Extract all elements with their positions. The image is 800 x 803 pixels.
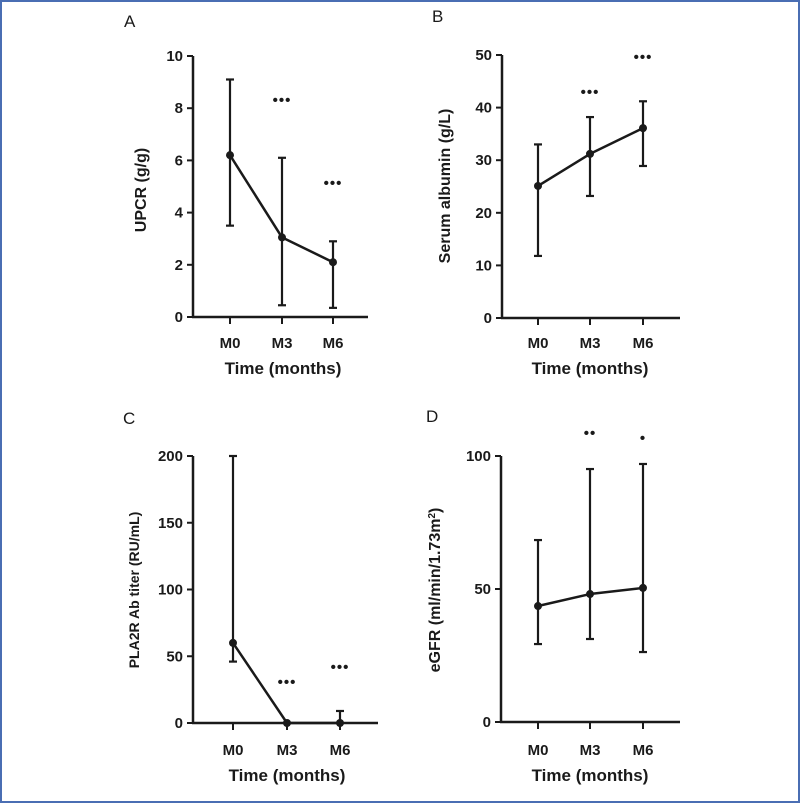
significance-marker: ••• [324, 175, 343, 192]
x-tick-label: M0 [223, 742, 244, 759]
x-tick-label: M6 [633, 335, 654, 352]
x-tick-label: M3 [277, 742, 298, 759]
y-tick-label: 10 [475, 257, 492, 274]
data-point [534, 181, 542, 190]
panel-letter-d: D [426, 407, 438, 426]
significance-marker: ••• [634, 49, 653, 66]
y-axis-title-end: ) [427, 508, 444, 513]
x-tick-label: M6 [330, 742, 351, 759]
panel-c: C PLA2R Ab titer (RU/mL) Time (months) 0… [123, 409, 378, 785]
data-point [586, 590, 594, 599]
x-tick-label: M6 [323, 335, 344, 352]
x-axis-title: Time (months) [532, 359, 649, 378]
y-tick-label: 50 [474, 581, 491, 598]
x-tick-label: M0 [528, 742, 549, 759]
y-tick-label: 150 [158, 515, 183, 532]
y-tick-label: 4 [175, 205, 184, 222]
x-axis-title: Time (months) [225, 359, 342, 378]
data-point [639, 124, 647, 133]
y-tick-label: 0 [483, 714, 491, 731]
y-axis-title: PLA2R Ab titer (RU/mL) [126, 512, 142, 669]
data-point [278, 233, 286, 242]
x-tick-label: M0 [220, 335, 241, 352]
panel-a: A UPCR (g/g) Time (months) 0 2 4 6 8 10 M0 M3 M6… [124, 12, 368, 378]
y-tick-label: 20 [475, 205, 492, 222]
y-tick-label: 10 [166, 48, 183, 65]
significance-marker: • [640, 430, 646, 447]
data-point [226, 151, 234, 160]
y-axis-title: Serum albumin (g/L) [437, 109, 454, 264]
panel-letter-c: C [123, 409, 135, 428]
data-point [229, 638, 237, 647]
y-axis-title-superscript: 2 [427, 513, 438, 519]
y-tick-label: 0 [175, 715, 183, 732]
y-tick-label: 50 [475, 47, 492, 64]
y-tick-label: 50 [166, 648, 183, 665]
data-point [283, 719, 291, 727]
significance-marker: ••• [278, 674, 297, 691]
y-tick-label: 30 [475, 152, 492, 169]
panel-d: D eGFR (ml/min/1.73m2) Time (months) 0 50… [426, 407, 680, 785]
significance-marker: ••• [581, 84, 600, 101]
x-tick-label: M3 [272, 335, 293, 352]
data-point [586, 149, 594, 158]
significance-marker: ••• [273, 92, 292, 109]
data-point [639, 583, 647, 592]
y-tick-label: 8 [175, 100, 183, 117]
y-tick-label: 2 [175, 257, 183, 274]
significance-marker: •• [584, 425, 597, 442]
x-axis-title: Time (months) [532, 766, 649, 785]
x-tick-label: M6 [633, 742, 654, 759]
y-axis-title: eGFR (ml/min/1.73m2) [427, 508, 445, 673]
y-tick-label: 100 [466, 448, 491, 465]
panel-letter-a: A [124, 12, 136, 31]
y-tick-label: 200 [158, 448, 183, 465]
data-point [336, 719, 344, 727]
x-axis-title: Time (months) [229, 766, 346, 785]
y-axis-title: UPCR (g/g) [133, 148, 150, 232]
panel-letter-b: B [432, 7, 443, 26]
panel-b: B Serum albumin (g/L) Time (months) 0 10 2… [432, 7, 680, 378]
y-tick-label: 6 [175, 152, 183, 169]
y-tick-label: 100 [158, 582, 183, 599]
y-tick-label: 0 [484, 310, 492, 327]
data-point [534, 602, 542, 611]
significance-marker: ••• [331, 659, 350, 676]
x-tick-label: M0 [528, 335, 549, 352]
y-tick-label: 40 [475, 100, 492, 117]
data-point [329, 258, 337, 267]
x-tick-label: M3 [580, 742, 601, 759]
x-tick-label: M3 [580, 335, 601, 352]
y-tick-label: 0 [175, 309, 183, 326]
y-axis-title-main: eGFR (ml/min/1.73m [427, 519, 444, 673]
